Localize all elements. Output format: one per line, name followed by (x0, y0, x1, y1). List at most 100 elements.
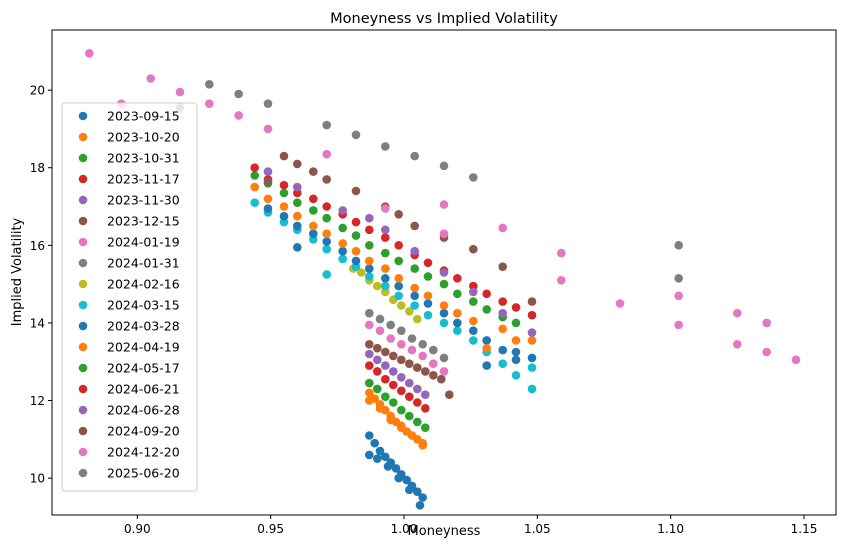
data-point (439, 229, 449, 238)
data-point (791, 355, 801, 365)
data-point (733, 340, 742, 349)
data-point (386, 415, 396, 425)
x-tick-label: 0.90 (124, 522, 151, 536)
x-tick-label: 1.05 (524, 522, 551, 536)
data-point (557, 276, 566, 285)
data-point (394, 291, 404, 301)
data-point (394, 473, 404, 483)
data-point (674, 274, 683, 283)
data-point (439, 301, 449, 310)
data-point (309, 206, 318, 215)
data-point (469, 297, 478, 306)
data-point (429, 359, 438, 369)
data-point (250, 163, 259, 172)
data-point (263, 177, 273, 186)
data-point (381, 281, 390, 291)
data-point (410, 283, 420, 293)
data-point (482, 336, 492, 345)
y-tick-label: 12 (30, 394, 45, 408)
data-point (365, 340, 374, 349)
data-point (386, 320, 396, 330)
series-2024-06-21 (250, 163, 537, 320)
data-point (410, 291, 420, 301)
data-point (381, 392, 390, 402)
data-point (365, 308, 374, 318)
data-point (423, 258, 433, 268)
legend-marker (78, 153, 88, 163)
data-point (381, 264, 390, 273)
x-tick-label: 1.15 (791, 522, 818, 536)
data-point (397, 340, 406, 349)
series-2023-09-15 (365, 431, 428, 510)
data-point (423, 299, 433, 308)
data-point (293, 182, 302, 192)
data-point (498, 345, 508, 355)
legend-marker (78, 237, 88, 247)
data-point (469, 326, 478, 336)
data-point (365, 450, 374, 460)
data-point (365, 256, 374, 266)
data-point (293, 243, 302, 252)
data-point (365, 388, 374, 398)
data-point (439, 367, 449, 376)
data-point (386, 334, 396, 343)
series-2024-05-17 (250, 171, 521, 328)
data-point (338, 246, 348, 256)
data-point (394, 274, 404, 283)
data-point (391, 464, 401, 473)
legend-label: 2024-12-20 (107, 445, 180, 460)
data-point (407, 345, 417, 355)
data-point (498, 308, 508, 318)
data-point (322, 120, 332, 130)
data-point (370, 438, 380, 448)
data-point (365, 213, 374, 223)
axes-frame (51, 29, 837, 516)
data-point (279, 217, 289, 227)
legend-marker (78, 426, 88, 436)
data-point (351, 246, 361, 256)
series-2023-10-20 (365, 388, 428, 450)
data-point (498, 359, 508, 369)
data-point (365, 431, 374, 440)
data-point (439, 268, 449, 277)
series-2024-01-19 (365, 320, 449, 376)
data-point (511, 303, 521, 312)
data-point (322, 244, 332, 254)
data-point (410, 301, 420, 310)
data-point (250, 182, 259, 192)
data-point (453, 318, 462, 328)
data-point (394, 281, 404, 291)
data-point (498, 297, 508, 306)
data-point (405, 359, 414, 369)
data-point (397, 423, 406, 433)
data-point (421, 367, 430, 376)
data-point (469, 287, 478, 297)
data-point (375, 446, 385, 456)
legend-label: 2024-01-31 (107, 256, 180, 271)
data-point (410, 151, 420, 161)
data-point (373, 384, 382, 394)
data-point (309, 167, 318, 176)
data-point (482, 343, 492, 353)
data-point (381, 452, 390, 462)
data-point (397, 355, 406, 365)
data-point (429, 371, 438, 380)
data-point (351, 231, 361, 240)
data-point (413, 384, 422, 394)
data-point (418, 493, 428, 502)
data-point (365, 349, 374, 359)
legend-label: 2023-09-15 (107, 109, 180, 124)
legend-label: 2025-06-20 (107, 466, 180, 481)
data-point (453, 308, 462, 318)
data-point (279, 151, 289, 161)
data-point (397, 301, 406, 310)
legend-label: 2024-03-15 (107, 298, 180, 313)
data-point (381, 225, 390, 235)
data-point (234, 89, 243, 99)
data-point (373, 367, 382, 376)
data-point (469, 316, 478, 326)
data-point (410, 246, 420, 256)
data-point (394, 256, 404, 266)
data-point (365, 361, 374, 370)
